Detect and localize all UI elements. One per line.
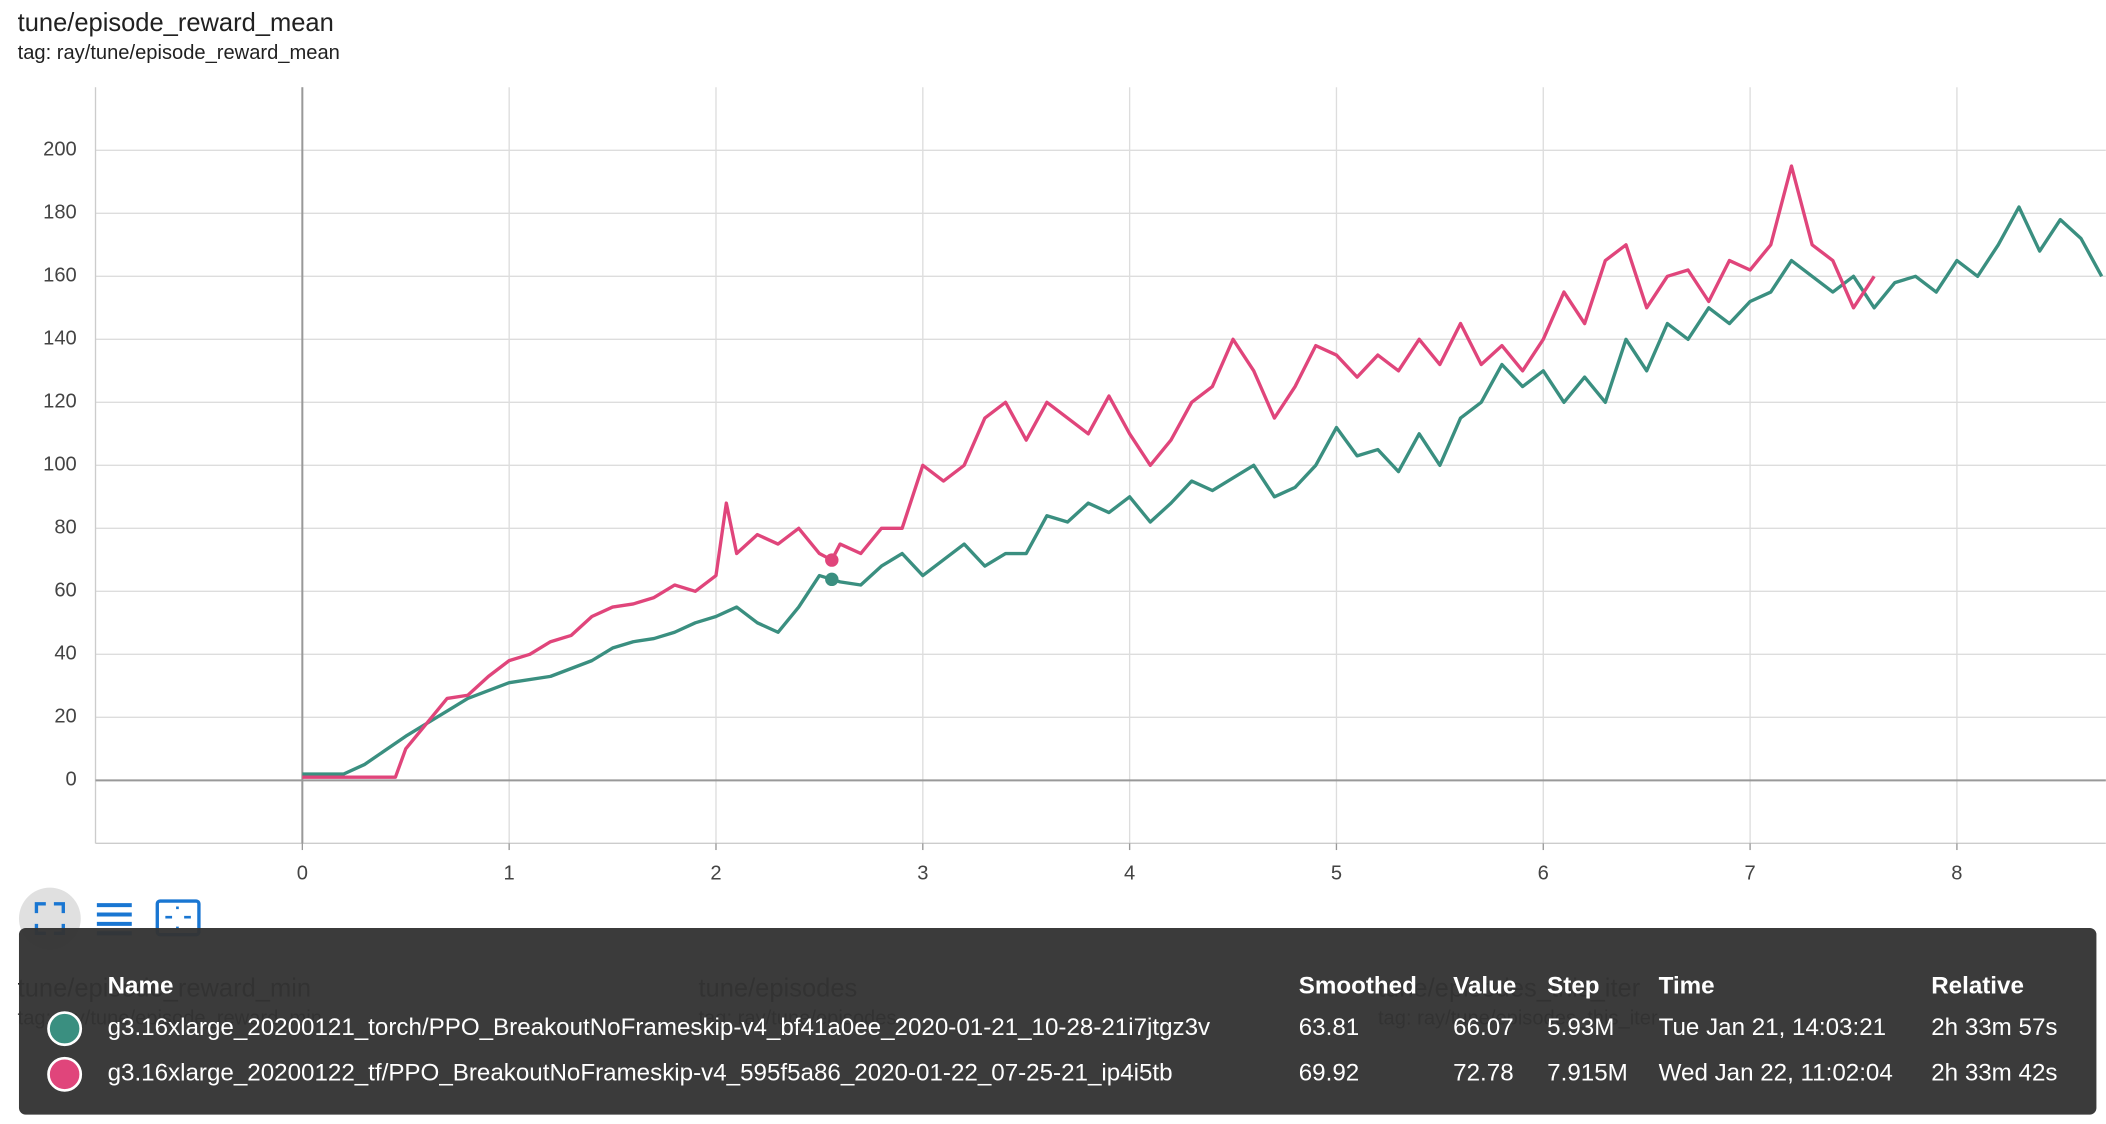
hover-point [825,572,839,587]
tooltip-box [18,927,2097,1115]
series-line [302,205,2104,776]
y-tick-label: 140 [43,328,77,350]
tooltip-cell: 69.92 [1299,1060,1359,1087]
tooltip-cell: Tue Jan 21, 14:03:21 [1659,1014,1886,1041]
series-line [302,164,1876,779]
tooltip-cell: 66.07 [1453,1014,1513,1041]
x-tick-label: 8 [1951,863,1962,885]
chart-subtitle: tag: ray/tune/episode_reward_mean [18,42,340,64]
plot: 0 20 40 60 80 100 120 140 160 180 200 0 1 2 3 4 5 6 7 8 [43,87,2106,885]
y-tick-label: 120 [43,391,77,413]
tooltip-cell: 2h 33m 57s [1931,1014,2057,1041]
tooltip-cell: g3.16xlarge_20200121_torch/PPO_BreakoutN… [108,1014,1211,1041]
x-tick-label: 2 [710,863,721,885]
chart-title: tune/episode_reward_mean [18,9,334,37]
tooltip-cell: 72.78 [1453,1060,1513,1087]
tooltip-cell: 63.81 [1299,1014,1359,1041]
y-tick-label: 160 [43,265,77,287]
tooltip-cell: 2h 33m 42s [1931,1060,2057,1087]
tooltip-cell: Wed Jan 22, 11:02:04 [1659,1060,1893,1087]
y-tick-label: 180 [43,202,77,224]
tooltip-cell: 7.915M [1547,1060,1628,1087]
tooltip-header: Relative [1931,972,2024,999]
fit-domain-icon [165,906,191,930]
y-tick-label: 40 [54,643,76,665]
x-tick-label: 6 [1538,863,1549,885]
x-tick-label: 3 [917,863,928,885]
y-tick-label: 20 [54,706,76,728]
tooltip-cell: 5.93M [1547,1014,1614,1041]
x-tick-label: 0 [297,863,308,885]
tooltip-header: Time [1659,972,1715,999]
hover-point [825,553,839,567]
x-tick-label: 4 [1124,863,1135,885]
tooltip-header: Step [1547,972,1599,999]
x-tick-label: 7 [1744,863,1755,885]
y-tick-label: 200 [43,139,77,161]
x-tick-label: 1 [504,863,515,885]
tooltip-header: Smoothed [1299,972,1417,999]
y-tick-label: 0 [66,769,77,791]
y-tick-label: 100 [43,454,77,476]
series-swatch [47,1056,83,1092]
tooltip-header: Name [108,972,174,999]
tooltip: Name Smoothed Value Step Time Relative g3.16xl… [18,927,2097,1115]
y-tick-label: 60 [54,580,76,602]
log-scale-button[interactable] [96,903,132,936]
tooltip-cell: g3.16xlarge_20200122_tf/PPO_BreakoutNoFr… [108,1060,1173,1087]
tooltip-header: Value [1453,972,1516,999]
x-tick-label: 5 [1331,863,1342,885]
series-swatch [47,1011,83,1047]
y-tick-label: 80 [54,517,76,539]
fullscreen-icon [34,902,65,935]
